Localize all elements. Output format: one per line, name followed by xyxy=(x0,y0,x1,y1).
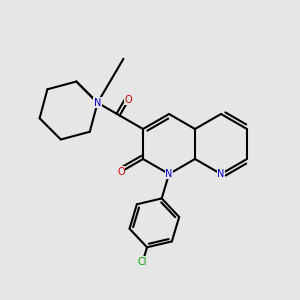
Text: O: O xyxy=(117,167,125,177)
Text: N: N xyxy=(165,169,173,179)
Text: N: N xyxy=(94,98,101,108)
Text: O: O xyxy=(125,95,133,105)
Text: N: N xyxy=(217,169,225,179)
Text: Cl: Cl xyxy=(138,256,148,267)
